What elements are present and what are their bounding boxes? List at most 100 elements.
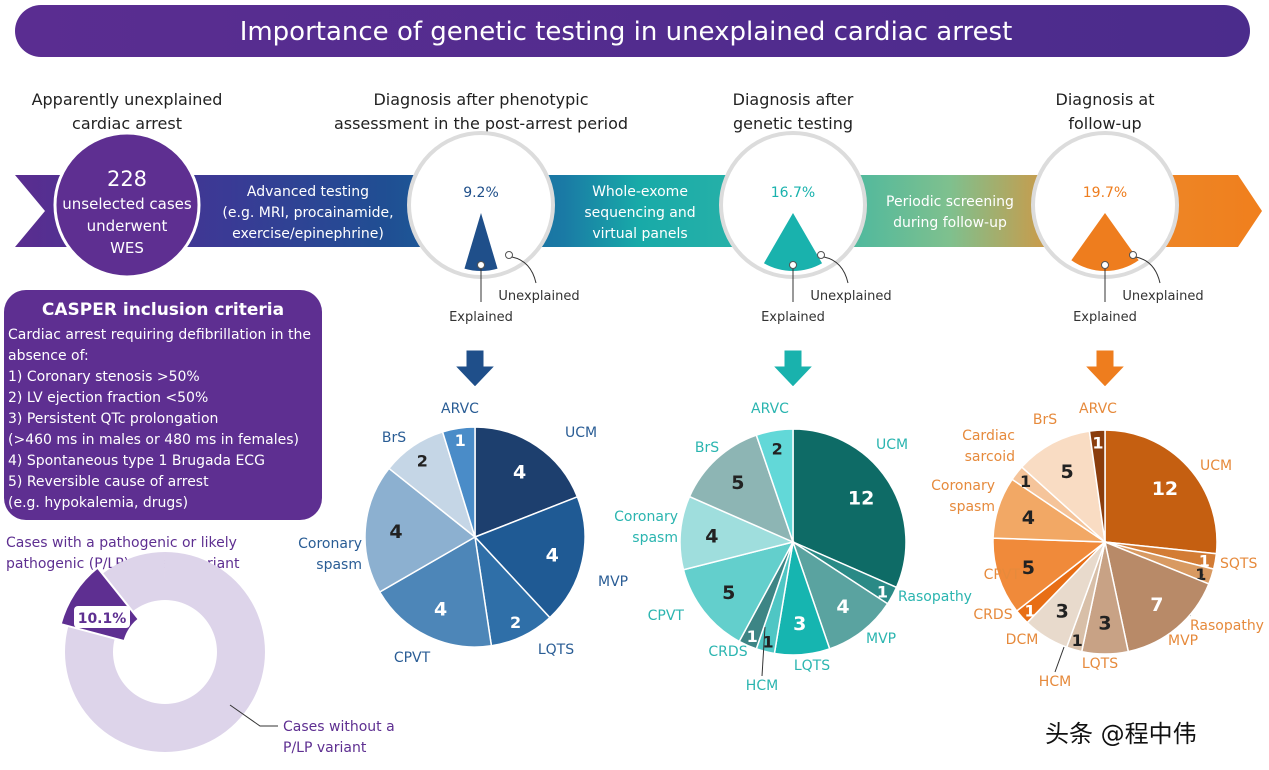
arrow-step-1: Advanced testing (e.g. MRI, procainamide… (222, 184, 393, 242)
case-count: 228 (107, 167, 147, 191)
unexplained-dot (817, 251, 825, 259)
pie-slice (688, 434, 795, 544)
process-arrow-band (15, 175, 1262, 247)
page-title: Importance of genetic testing in unexpla… (240, 17, 1013, 47)
rate-percent: 9.2% (463, 185, 499, 201)
down-arrow-icon (453, 349, 497, 388)
slice-category-label: ARVC (441, 401, 479, 417)
slice-category-label: MVP (598, 574, 628, 590)
slice-value-label: 7 (1150, 594, 1163, 616)
slice-value-label: 1 (747, 627, 758, 646)
slice-category-label: Cardiac sarcoid (962, 428, 1015, 465)
criteria-line: 4) Spontaneous type 1 Brugada ECG (8, 453, 265, 469)
slice-value-label: 4 (705, 525, 718, 547)
slice-value-label: 2 (772, 439, 783, 458)
case-text: unselected cases (62, 195, 192, 213)
slice-category-label: UCM (876, 437, 908, 453)
explained-wedge (464, 213, 498, 271)
slice-value-label: 3 (1056, 600, 1069, 622)
pie-slice (473, 495, 586, 619)
explained-dot (477, 261, 485, 269)
slice-value-label: 5 (731, 472, 744, 494)
slice-category-label: ARVC (751, 401, 789, 417)
pie-slice (992, 537, 1108, 613)
explained-label: Explained (761, 310, 825, 325)
slice-value-label: 3 (1098, 613, 1111, 635)
case-text: underwent (87, 217, 168, 235)
slice-category-label: BrS (382, 430, 406, 446)
leader-line (511, 256, 537, 284)
criteria-line: 2) LV ejection fraction <50% (8, 390, 208, 406)
no-variant-label: Cases without a (283, 719, 395, 735)
step-text: (e.g. MRI, procainamide, (222, 205, 393, 221)
slice-category-label: Coronary spasm (298, 536, 362, 573)
step-text: virtual panels (592, 226, 687, 242)
criteria-line: (e.g. hypokalemia, drugs) (8, 495, 188, 511)
pplp-label: Cases with a pathogenic or likely (6, 535, 237, 551)
unexplained-dot (1129, 251, 1137, 259)
percent-badge (74, 606, 130, 628)
case-text: WES (110, 239, 144, 257)
stage-heading: genetic testing (733, 114, 853, 133)
step-text: during follow-up (893, 215, 1007, 231)
stage-heading: Diagnosis at (1056, 90, 1155, 109)
pie-slice (791, 540, 889, 650)
slice-value-label: 4 (836, 596, 849, 618)
leader-line (1135, 256, 1161, 284)
slice-category-label: CRDS (973, 607, 1012, 623)
slice-value-label: 1 (762, 633, 773, 652)
pie-slice (378, 535, 493, 648)
arrow-step-3: Periodic screening during follow-up (886, 194, 1014, 231)
slice-category-label: CPVT (648, 608, 685, 624)
criteria-line: (>460 ms in males or 480 ms in females) (8, 432, 299, 448)
no-variant-label: P/LP variant (283, 740, 367, 756)
slice-category-label: CPVT (394, 650, 431, 666)
slice-value-label: 1 (1020, 472, 1031, 491)
down-arrow-icon (771, 349, 815, 388)
pie-slice (1088, 429, 1106, 543)
unexplained-label: Unexplained (498, 289, 579, 304)
criteria-line: absence of: (8, 348, 89, 364)
step-text: Periodic screening (886, 194, 1014, 210)
explained-dot (789, 261, 797, 269)
rate-percent: 16.7% (771, 185, 815, 201)
slice-category-label: MVP (1168, 633, 1198, 649)
slice-category-label: LQTS (794, 658, 830, 674)
slice-value-label: 4 (389, 521, 402, 543)
diagnosis-rate-circle: 9.2% Explained Unexplained (407, 131, 580, 325)
slice-category-label: Coronary spasm (931, 478, 995, 515)
pie-chart: 12 UCM 1 SQTS 1 Rasopathy 7 MVP 3 LQTS 1 HCM 3 DCM 1 CR… (931, 401, 1264, 690)
leader-line (761, 626, 766, 677)
criteria-line: 3) Persistent QTc prolongation (8, 411, 218, 427)
watermark: 头条 @程中伟 (1045, 720, 1197, 748)
pie-slice (1020, 430, 1107, 544)
rate-percent: 19.7% (1083, 185, 1127, 201)
slice-category-label: MVP (866, 631, 896, 647)
explained-wedge (763, 213, 823, 271)
slice-value-label: 5 (1061, 461, 1074, 483)
cases-circle: 228 unselected cases underwent WES (53, 131, 201, 279)
step-text: exercise/epinephrine) (232, 226, 384, 242)
variant-percent: 10.1% (78, 611, 127, 627)
slice-category-label: LQTS (1082, 656, 1118, 672)
diagnosis-rate-circle: 16.7% Explained Unexplained (719, 131, 892, 325)
slice-value-label: 1 (1199, 552, 1210, 571)
slice-value-label: 1 (1092, 433, 1103, 452)
diagnosis-rate-circle: 19.7% Explained Unexplained (1031, 131, 1204, 325)
explained-wedge (1071, 213, 1139, 271)
pie-slice (474, 426, 579, 539)
slice-category-label: HCM (1039, 674, 1071, 690)
arrow-step-2: Whole-exome sequencing and virtual panel… (584, 184, 695, 242)
stage-heading: Apparently unexplained (32, 90, 223, 109)
slice-category-label: CPVT (984, 567, 1021, 583)
slice-category-label: ARVC (1079, 401, 1117, 417)
pie-slice (1104, 429, 1218, 555)
pie-slice (441, 426, 476, 538)
slice-value-label: 4 (513, 462, 526, 484)
slice-category-label: LQTS (538, 642, 574, 658)
slice-value-label: 4 (1022, 507, 1035, 529)
slice-category-label: SQTS (1220, 556, 1257, 572)
pie-chart: 4 UCM 4 MVP 2 LQTS 4 CPVT 4 Coronary spasm 2 BrS 1 ARV… (298, 401, 628, 666)
slice-category-label: UCM (565, 425, 597, 441)
